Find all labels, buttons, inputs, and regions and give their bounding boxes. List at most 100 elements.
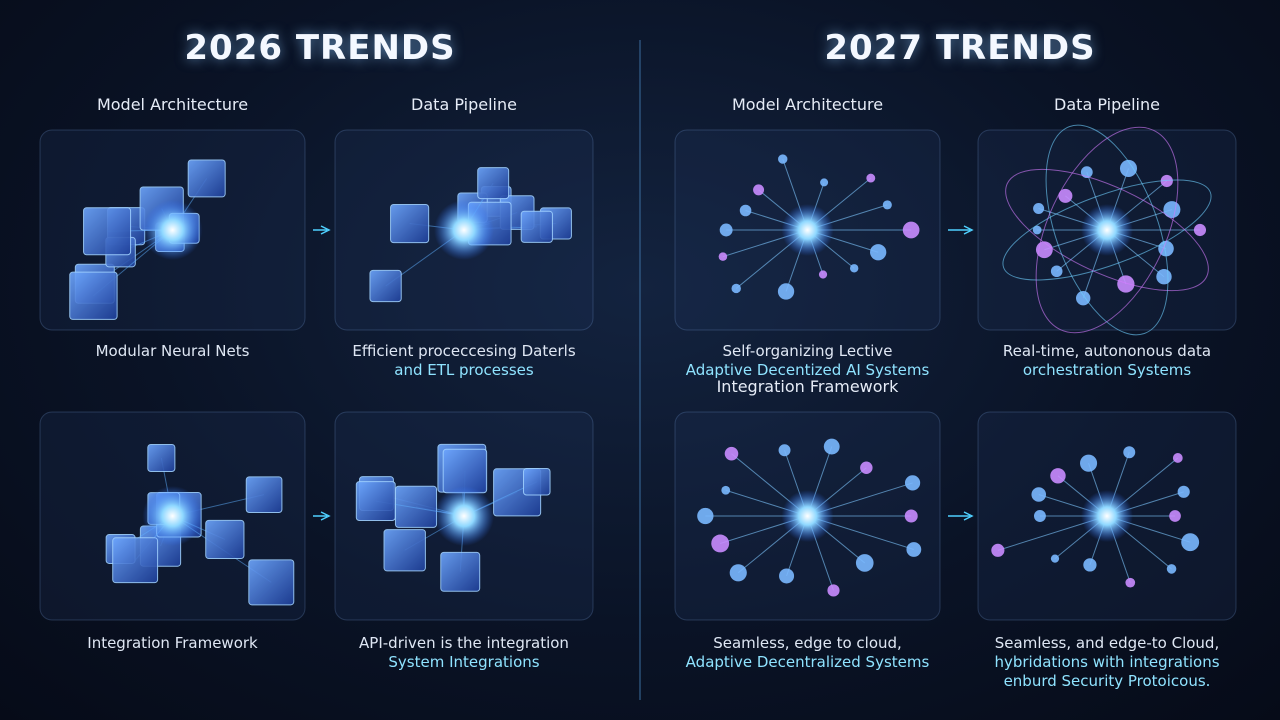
node [1181, 533, 1200, 552]
panel-header: Integration Framework [716, 377, 899, 396]
cube [477, 167, 510, 200]
core-glow [142, 486, 203, 546]
node [711, 534, 730, 553]
node [1123, 446, 1136, 459]
core-glow [434, 200, 494, 260]
node [724, 446, 739, 461]
node [906, 542, 922, 557]
cube [205, 519, 245, 560]
node [1033, 510, 1046, 522]
panel-caption: Self-organizing Lective Adaptive Decentiz… [648, 342, 968, 380]
cube [83, 207, 132, 256]
node [1083, 558, 1097, 572]
caption-line: orchestration Systems [1022, 361, 1192, 379]
cube [522, 467, 551, 496]
caption-line: Efficient proceccesing Daterls [352, 342, 576, 360]
node [739, 204, 752, 217]
arrow-head [963, 225, 974, 235]
cube [147, 443, 176, 472]
caption-line: Adaptive Decentralized Systems [685, 653, 930, 671]
node [849, 264, 859, 273]
node [778, 444, 791, 457]
core-glow [781, 490, 834, 542]
node [904, 509, 918, 523]
cube [440, 551, 481, 592]
cube [394, 485, 438, 528]
node [1119, 159, 1138, 177]
node [1076, 290, 1091, 306]
caption-line: Integration Framework [87, 634, 258, 652]
section-title: 2026 TRENDS [184, 28, 456, 68]
orbit [1045, 124, 1169, 336]
node [777, 283, 795, 300]
node [729, 564, 747, 582]
cube [355, 481, 396, 522]
panel-caption: Efficient proceccesing Daterls and ETL pr… [304, 342, 624, 380]
panel-caption: Modular Neural Nets [13, 342, 333, 361]
core-glow [1081, 490, 1133, 542]
cube [383, 529, 426, 572]
node [1172, 453, 1183, 463]
caption-line: Modular Neural Nets [95, 342, 250, 360]
caption-line: Real-time, autononous data [1002, 342, 1212, 360]
node [721, 485, 731, 495]
node [753, 184, 765, 196]
node [860, 461, 873, 474]
node [902, 221, 920, 239]
cube [390, 204, 430, 244]
node [1050, 468, 1066, 484]
node [697, 507, 714, 525]
section-title: 2027 TRENDS [824, 28, 1096, 68]
node [731, 283, 741, 294]
node [719, 223, 733, 237]
cube [245, 476, 283, 513]
cube [187, 159, 226, 198]
panel-caption: Seamless, and edge-to Cloud, hybridations… [947, 634, 1267, 691]
node [820, 178, 829, 187]
cube [112, 537, 159, 584]
node [1050, 265, 1063, 278]
panel-caption: Seamless, edge to cloud, Adaptive Decentr… [648, 634, 968, 672]
node [1166, 564, 1177, 574]
node [779, 568, 795, 584]
node [1032, 225, 1042, 235]
node [1080, 454, 1098, 472]
panel-caption: Real-time, autononous data orchestration … [947, 342, 1267, 380]
caption-line: Self-organizing Lective [722, 342, 893, 360]
cube [520, 210, 553, 243]
node [823, 438, 840, 455]
panel-header: Data Pipeline [411, 95, 517, 114]
panel-header: Model Architecture [731, 95, 884, 114]
core-glow [434, 486, 494, 546]
node [870, 244, 887, 261]
panel-header: Data Pipeline [1054, 95, 1160, 114]
node [991, 543, 1005, 557]
node [855, 554, 874, 572]
node [718, 252, 728, 261]
node [1117, 275, 1135, 293]
node [1177, 485, 1190, 498]
arrow-head [320, 511, 331, 521]
node [1156, 269, 1172, 285]
core-glow [1081, 204, 1133, 256]
caption-line: Seamless, edge to cloud, [713, 634, 902, 652]
node [1163, 201, 1181, 219]
caption-line: and ETL processes [394, 361, 534, 379]
node [1033, 202, 1045, 214]
cube [69, 271, 118, 320]
node [1193, 223, 1207, 237]
node [1169, 510, 1181, 522]
orbit [1005, 168, 1209, 292]
panel-header: Model Architecture [96, 95, 249, 114]
orbit [1035, 126, 1179, 334]
cube [248, 559, 295, 606]
node [1058, 188, 1073, 203]
arrow-head [320, 225, 331, 235]
panel-caption: Integration Framework [13, 634, 333, 653]
caption-line: enburd Security Protoicous. [1003, 672, 1211, 690]
arrow-head [963, 511, 974, 521]
node [904, 475, 921, 491]
core-glow [781, 204, 834, 256]
